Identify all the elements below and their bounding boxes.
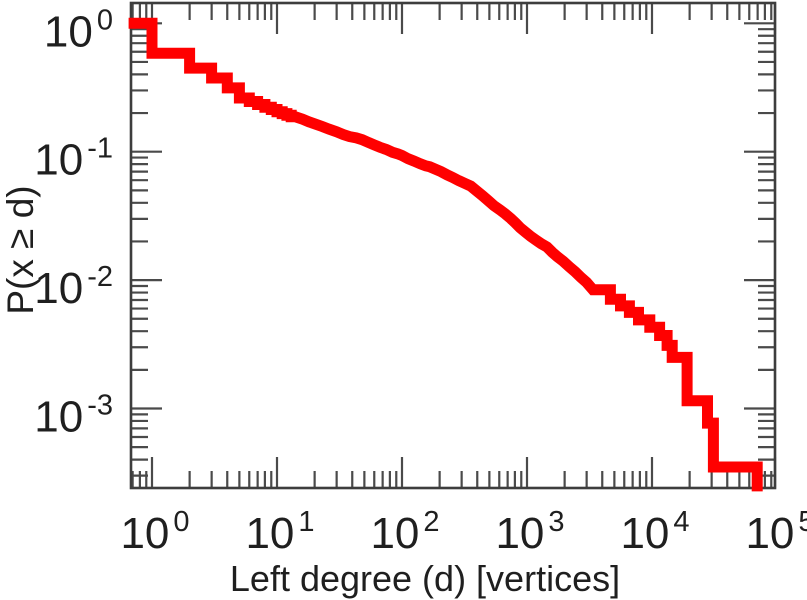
x-tick-label: 10 1 [245,506,314,558]
tick-labels: 10 0 10 1 10 2 10 3 10 4 10 5 10 0 10 -1 10 -2 10 -3 [34,4,807,558]
x-tick-label: 10 4 [620,506,689,558]
y-tick-label: 10 -2 [34,261,113,313]
plot-frame [129,1,777,490]
x-tick-label: 10 0 [120,506,189,558]
x-axis-title: Left degree (d) [vertices] [229,558,621,599]
x-tick-label: 10 2 [370,506,439,558]
ccdf-curve [128,17,763,492]
y-tick-label: 10 -1 [34,133,113,185]
x-tick-label: 10 3 [495,506,564,558]
y-tick-label: 10 0 [44,4,113,56]
y-tick-label: 10 -3 [34,390,113,442]
y-axis-title: P(x ≥ d) [0,185,41,315]
x-tick-label: 10 5 [745,506,807,558]
